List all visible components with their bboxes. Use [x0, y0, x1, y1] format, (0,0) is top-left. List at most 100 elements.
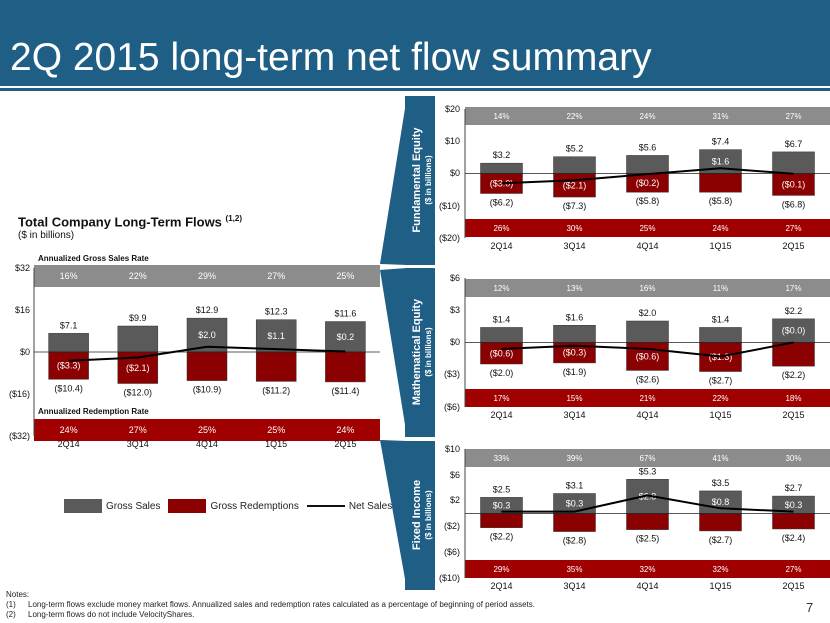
chart2-band-top	[465, 279, 830, 297]
chart0-gross-redemptions-label: ($10.9)	[193, 385, 222, 395]
chart3-sales-rate-label: 41%	[712, 454, 728, 463]
chart2-sales-rate-label: 17%	[785, 284, 801, 293]
chart3-side-title: Fixed Income	[411, 480, 423, 550]
chart1-redemption-rate-label: 27%	[785, 224, 801, 233]
chart0-gross-redemptions-label: ($12.0)	[124, 388, 153, 398]
chart3-y-tick-label: $6	[450, 470, 460, 480]
chart2-gross-redemptions-label: ($1.9)	[563, 367, 587, 377]
note-2: (2) Long-term flows do not include Veloci…	[6, 610, 535, 620]
chart2-gross-redemptions-label: ($2.0)	[490, 368, 514, 378]
chart0-gross-redemptions-label: ($11.4)	[331, 386, 359, 396]
chart0-gross-sales-label: $11.6	[334, 309, 356, 319]
chart0-category-label: 2Q15	[334, 439, 356, 449]
legend-gross-redemptions-swatch	[168, 499, 207, 513]
chart0-y-tick-label: ($32)	[9, 431, 30, 441]
note-1: (1) Long-term flows exclude money market …	[6, 600, 535, 610]
chart2-category-label: 1Q15	[709, 410, 731, 420]
chart2-gross-sales-label: $2.2	[785, 306, 803, 316]
chart3-gross-redemptions-label: ($2.5)	[636, 534, 660, 544]
chart2-y-tick-label: ($6)	[444, 402, 460, 412]
chart2-y-tick-label: ($3)	[444, 369, 460, 379]
chart0-gross-sales-bar	[48, 333, 89, 353]
chart1-net-sales-label: ($2.1)	[563, 180, 587, 190]
chart0-redemption-rate-label: 25%	[198, 425, 216, 435]
chart3-category-label: 3Q14	[563, 581, 585, 591]
chart2-category-label: 3Q14	[563, 410, 585, 420]
chart1-gross-sales-bar	[480, 162, 523, 174]
chart3-net-sales-label: $0.3	[785, 500, 803, 510]
main-chart-title-text: Total Company Long-Term Flows	[18, 214, 222, 230]
notes: Notes: (1) Long-term flows exclude money …	[6, 590, 535, 620]
chart0-gross-sales-bar	[325, 321, 366, 353]
chart3-sales-rate-label: 33%	[493, 454, 509, 463]
chart2-y-tick-label: $6	[450, 273, 460, 283]
chart1-gross-sales-bar	[553, 156, 596, 174]
chart0-gross-sales-bar	[117, 325, 159, 353]
chart2-redemption-rate-label: 21%	[639, 394, 655, 403]
chart1-net-sales-label: ($0.1)	[782, 179, 806, 189]
main-chart-title-footnote: (1,2)	[225, 214, 242, 223]
chart0-redemption-rate-label: 27%	[129, 425, 147, 435]
chart3-band-bottom	[465, 560, 830, 578]
chart0-category-label: 1Q15	[265, 439, 287, 449]
chart3-net-sales-label: $0.3	[566, 499, 584, 509]
chart3-gross-sales-label: $2.7	[785, 483, 803, 493]
chart2-redemption-rate-label: 18%	[785, 394, 801, 403]
chart2-category-label: 2Q14	[490, 410, 512, 420]
chart2-gross-redemptions-bar	[626, 342, 669, 371]
chart1-redemption-rate-label: 24%	[712, 224, 728, 233]
chart3-category-label: 4Q14	[636, 581, 658, 591]
side-label-bg-fundamental	[405, 96, 435, 265]
chart1-category-label: 4Q14	[636, 241, 658, 251]
legend-net-sales-line	[306, 505, 345, 507]
chart2-net-sales-label: ($0.3)	[563, 348, 587, 358]
note-2-text: Long-term flows do not include VelocityS…	[28, 610, 195, 619]
note-1-number: (1)	[6, 600, 16, 609]
chart0-net-sales-label: $0.2	[337, 332, 355, 342]
chart3-gross-redemptions-bar	[772, 513, 815, 530]
chart2-gross-sales-bar	[553, 325, 596, 343]
chart1-gross-sales-label: $3.2	[493, 150, 511, 160]
chart3-net-sales-label: $0.8	[712, 497, 730, 507]
chart2-net-sales-label: ($0.6)	[490, 348, 514, 358]
chart0-net-sales-label: ($2.1)	[126, 363, 150, 373]
legend-net-sales: Net Sales	[306, 501, 392, 512]
chart2-category-label: 2Q15	[782, 410, 804, 420]
chart2-gross-redemptions-label: ($2.7)	[709, 376, 733, 386]
chart1-redemption-rate-label: 30%	[566, 224, 582, 233]
chart3-redemption-rate-label: 35%	[566, 565, 582, 574]
chart3-gross-sales-label: $2.5	[493, 484, 511, 494]
chart2-sales-rate-label: 11%	[713, 284, 728, 293]
chart2-gross-sales-bar	[699, 327, 742, 343]
chart3-gross-sales-label: $5.3	[639, 466, 657, 476]
chart1-gross-redemptions-label: ($6.8)	[782, 199, 806, 209]
chart1-gross-redemptions-label: ($5.8)	[636, 196, 660, 206]
page-title: 2Q 2015 long-term net flow summary	[10, 36, 652, 79]
chart2-gross-sales-bar	[480, 327, 523, 343]
chart0-redemption-rate-label: 24%	[60, 425, 78, 435]
chart2-category-label: 4Q14	[636, 410, 658, 420]
chart3-redemption-rate-label: 32%	[712, 565, 728, 574]
chart2-gross-sales-label: $2.0	[639, 308, 657, 318]
chart3-net-sales-line	[501, 494, 794, 513]
chart0-band-top-label: Annualized Gross Sales Rate	[38, 254, 149, 263]
chart2-sales-rate-label: 13%	[566, 284, 582, 293]
chart2-y-tick-label: $3	[450, 305, 460, 315]
chart2-redemption-rate-label: 17%	[493, 394, 509, 403]
chart3-net-sales-label: $0.3	[493, 500, 511, 510]
chart1-sales-rate-label: 24%	[639, 112, 655, 121]
chart1-gross-redemptions-label: ($7.3)	[563, 201, 587, 211]
chart0-sales-rate-label: 29%	[198, 271, 216, 281]
chart2-gross-redemptions-label: ($2.2)	[782, 370, 806, 380]
chart1-gross-sales-bar	[626, 155, 669, 174]
chart1-redemption-rate-label: 26%	[493, 224, 509, 233]
chart1-sales-rate-label: 14%	[493, 112, 509, 121]
header-divider	[0, 88, 830, 91]
chart1-y-tick-label: $20	[445, 104, 460, 114]
chart2-net-sales-label: ($0.0)	[782, 326, 806, 336]
chart1-y-tick-label: $10	[445, 136, 460, 146]
chart3-side-subtitle: ($ in billions)	[424, 490, 433, 540]
chart0-category-label: 2Q14	[58, 439, 80, 449]
chart0-redemption-rate-label: 25%	[267, 425, 285, 435]
